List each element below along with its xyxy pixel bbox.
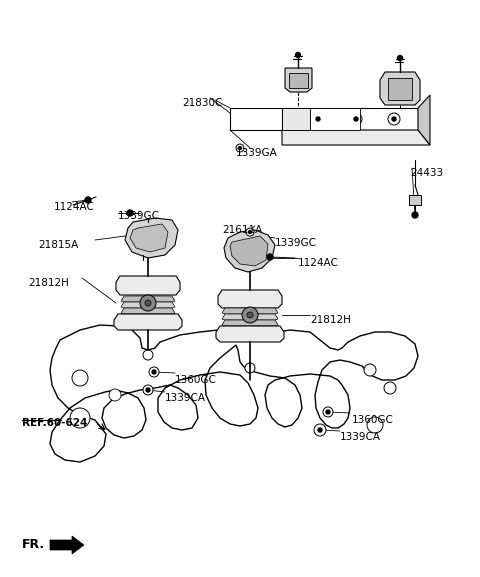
Circle shape: [245, 363, 255, 373]
Text: 1124AC: 1124AC: [298, 258, 339, 268]
Polygon shape: [289, 73, 308, 88]
Circle shape: [127, 210, 133, 216]
Circle shape: [143, 350, 153, 360]
Polygon shape: [114, 314, 182, 330]
Text: 1360GC: 1360GC: [175, 375, 217, 385]
Circle shape: [267, 254, 273, 260]
Text: 21812H: 21812H: [28, 278, 69, 288]
Polygon shape: [230, 236, 268, 266]
Polygon shape: [310, 108, 360, 130]
Polygon shape: [285, 68, 312, 92]
Circle shape: [152, 370, 156, 374]
Circle shape: [242, 307, 258, 323]
Circle shape: [397, 55, 403, 61]
Circle shape: [246, 228, 254, 236]
Text: 21830C: 21830C: [182, 98, 222, 108]
Text: 1339GC: 1339GC: [118, 211, 160, 221]
Polygon shape: [218, 290, 282, 308]
Circle shape: [145, 300, 151, 306]
Text: 24433: 24433: [410, 168, 443, 178]
Text: 1124AC: 1124AC: [54, 202, 95, 212]
Circle shape: [85, 197, 91, 203]
Text: 21815A: 21815A: [38, 240, 78, 250]
Polygon shape: [418, 95, 430, 145]
Circle shape: [364, 364, 376, 376]
Circle shape: [296, 53, 300, 58]
Polygon shape: [409, 195, 421, 205]
Polygon shape: [50, 325, 418, 462]
Text: FR.: FR.: [22, 538, 45, 551]
Circle shape: [143, 385, 153, 395]
Circle shape: [312, 113, 324, 125]
Circle shape: [249, 230, 252, 234]
Circle shape: [109, 389, 121, 401]
Text: 21812H: 21812H: [310, 315, 351, 325]
Text: 1339GA: 1339GA: [236, 148, 278, 158]
Circle shape: [323, 407, 333, 417]
Text: 21611A: 21611A: [222, 225, 262, 235]
Polygon shape: [222, 314, 278, 320]
Text: 1360GC: 1360GC: [352, 415, 394, 425]
Polygon shape: [116, 276, 180, 295]
Polygon shape: [121, 308, 175, 314]
Polygon shape: [380, 72, 420, 105]
Polygon shape: [224, 230, 275, 272]
Circle shape: [72, 370, 88, 386]
Polygon shape: [282, 108, 418, 130]
Circle shape: [149, 367, 159, 377]
Circle shape: [70, 408, 90, 428]
Circle shape: [239, 147, 241, 149]
Circle shape: [236, 144, 244, 152]
Circle shape: [388, 113, 400, 125]
Polygon shape: [222, 308, 278, 314]
Circle shape: [412, 212, 418, 218]
Polygon shape: [121, 302, 175, 308]
Polygon shape: [216, 326, 284, 342]
Circle shape: [316, 117, 320, 121]
Text: 1339CA: 1339CA: [340, 432, 381, 442]
Polygon shape: [125, 218, 178, 258]
Circle shape: [146, 388, 150, 392]
Polygon shape: [50, 536, 84, 554]
Text: 1339CA: 1339CA: [165, 393, 206, 403]
Text: 1339GC: 1339GC: [275, 238, 317, 248]
Circle shape: [247, 312, 253, 318]
Circle shape: [318, 428, 322, 432]
Circle shape: [354, 117, 358, 121]
Polygon shape: [130, 224, 168, 252]
Polygon shape: [388, 78, 412, 100]
Circle shape: [367, 417, 383, 433]
Text: REF.60-624: REF.60-624: [22, 418, 87, 428]
Polygon shape: [121, 296, 175, 302]
Circle shape: [314, 424, 326, 436]
Circle shape: [350, 113, 362, 125]
Circle shape: [140, 295, 156, 311]
Polygon shape: [282, 108, 310, 130]
Polygon shape: [222, 320, 278, 326]
Circle shape: [384, 382, 396, 394]
Circle shape: [326, 410, 330, 414]
Polygon shape: [282, 130, 430, 145]
Circle shape: [392, 117, 396, 121]
